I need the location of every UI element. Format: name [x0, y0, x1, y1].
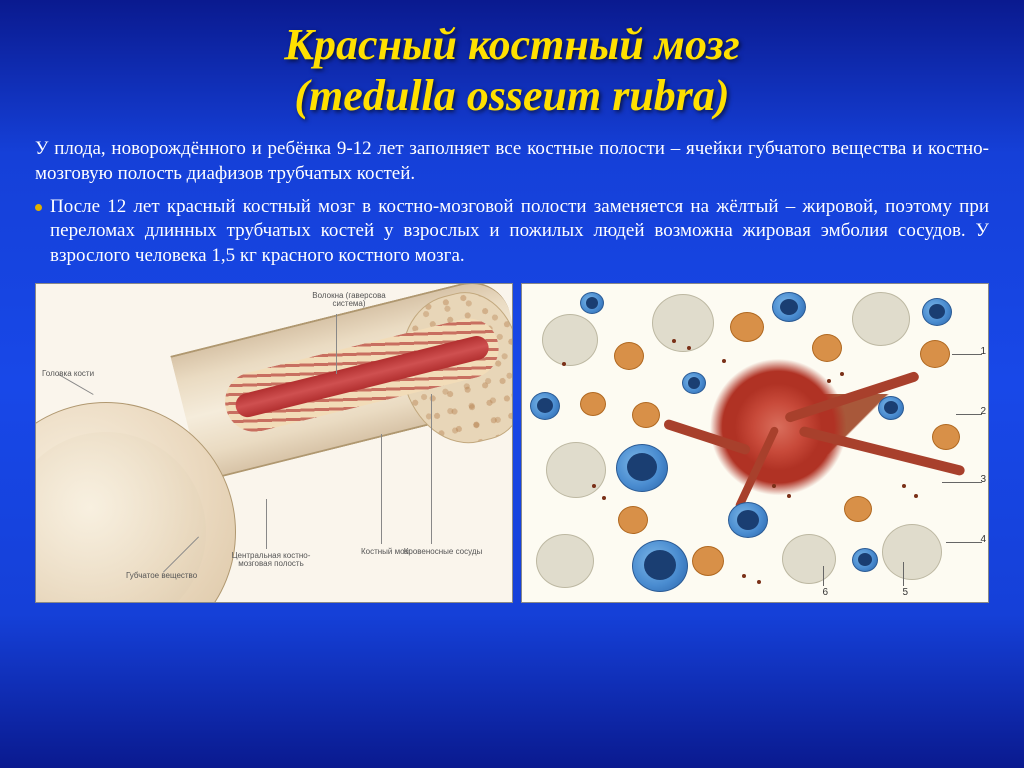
erythroid-spot — [562, 362, 566, 366]
lymphoid-cell — [728, 502, 768, 538]
megakaryocyte — [616, 444, 668, 492]
erythroid-spot — [757, 580, 761, 584]
lymphoid-cell — [580, 292, 604, 314]
bone-label-spongy: Губчатое вещество — [126, 572, 206, 580]
histology-callout-6: 6 — [822, 587, 828, 598]
bone-label-vessels: Кровеносные сосуды — [398, 548, 488, 556]
lymphoid-cell — [922, 298, 952, 326]
erythroid-spot — [687, 346, 691, 350]
myeloid-cell — [920, 340, 950, 368]
leader-line — [381, 434, 382, 544]
fat-cell — [542, 314, 598, 366]
myeloid-cell — [632, 402, 660, 428]
fat-cell — [546, 442, 606, 498]
histology-callout-5: 5 — [902, 587, 908, 598]
erythroid-spot — [840, 372, 844, 376]
lymphoid-cell — [772, 292, 806, 322]
erythroid-spot — [722, 359, 726, 363]
bullet-dot-icon — [35, 204, 42, 211]
myeloid-cell — [812, 334, 842, 362]
fat-cell — [652, 294, 714, 352]
myeloid-cell — [932, 424, 960, 450]
paragraph-2: После 12 лет красный костный мозг в кост… — [50, 195, 989, 269]
title-line-1: Красный костный мозг — [284, 20, 740, 69]
title-line-2: (medulla osseum rubra) — [294, 71, 729, 120]
leader-line — [942, 482, 982, 483]
leader-line — [823, 566, 824, 586]
fat-cell — [852, 292, 910, 346]
lymphoid-cell — [530, 392, 560, 420]
bone-label-cavity: Центральная костно-мозговая полость — [216, 552, 326, 568]
paragraph-1: У плода, новорождённого и ребёнка 9-12 л… — [35, 137, 989, 186]
slide-title: Красный костный мозг (medulla osseum rub… — [35, 20, 989, 121]
lymphoid-cell — [878, 396, 904, 420]
erythroid-spot — [742, 574, 746, 578]
leader-line — [952, 354, 982, 355]
erythroid-spot — [787, 494, 791, 498]
myeloid-cell — [580, 392, 606, 416]
bone-label-haversian: Волокна (гаверсова система) — [304, 292, 394, 308]
figure-bone-cross-section: Головка кости Губчатое вещество Централь… — [35, 283, 513, 603]
erythroid-spot — [827, 379, 831, 383]
histology-callout-1: 1 — [980, 346, 986, 357]
erythroid-spot — [772, 484, 776, 488]
erythroid-spot — [592, 484, 596, 488]
myeloid-cell — [692, 546, 724, 576]
figure-histology: 1 2 3 4 5 6 — [521, 283, 989, 603]
lymphoid-cell — [852, 548, 878, 572]
megakaryocyte — [632, 540, 688, 592]
leader-line — [336, 314, 337, 374]
myeloid-cell — [844, 496, 872, 522]
myeloid-cell — [730, 312, 764, 342]
fat-cell — [782, 534, 836, 584]
erythroid-spot — [602, 496, 606, 500]
leader-line — [903, 562, 904, 586]
histology-callout-4: 4 — [980, 534, 986, 545]
fat-cell — [882, 524, 942, 580]
figure-row: Головка кости Губчатое вещество Централь… — [35, 283, 989, 603]
leader-line — [956, 414, 982, 415]
histology-callout-3: 3 — [980, 474, 986, 485]
leader-line — [266, 499, 267, 549]
myeloid-cell — [614, 342, 644, 370]
erythroid-spot — [902, 484, 906, 488]
myeloid-cell — [618, 506, 648, 534]
bone-label-head: Головка кости — [42, 370, 96, 378]
bullet-item: После 12 лет красный костный мозг в кост… — [35, 195, 989, 269]
erythroid-spot — [914, 494, 918, 498]
leader-line — [431, 394, 432, 544]
leader-line — [946, 542, 982, 543]
lymphoid-cell — [682, 372, 706, 394]
fat-cell — [536, 534, 594, 588]
histology-callout-2: 2 — [980, 406, 986, 417]
erythroid-spot — [672, 339, 676, 343]
